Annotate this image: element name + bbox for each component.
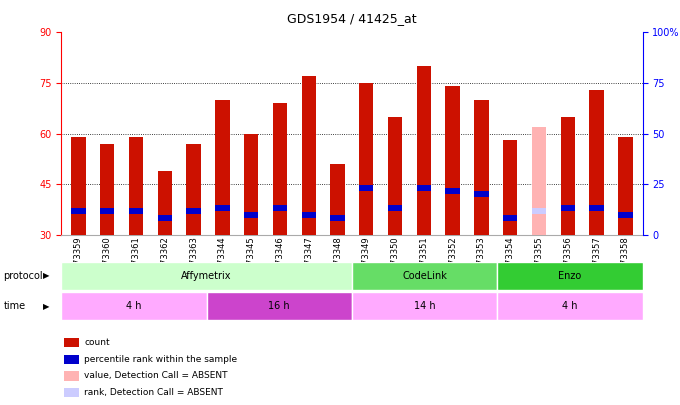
Bar bbox=[61, 262, 352, 290]
Bar bbox=[215, 100, 230, 235]
Bar bbox=[497, 292, 643, 320]
Text: GDS1954 / 41425_at: GDS1954 / 41425_at bbox=[287, 12, 417, 25]
Bar bbox=[330, 164, 345, 235]
Bar bbox=[158, 215, 172, 221]
Bar bbox=[417, 66, 431, 235]
Bar bbox=[445, 86, 460, 235]
Bar bbox=[388, 117, 403, 235]
Bar bbox=[503, 215, 517, 221]
Text: CodeLink: CodeLink bbox=[402, 271, 447, 281]
Bar bbox=[129, 137, 143, 235]
Bar bbox=[417, 185, 431, 191]
Bar bbox=[532, 127, 546, 235]
Text: 14 h: 14 h bbox=[413, 301, 435, 311]
Bar bbox=[352, 262, 497, 290]
Bar bbox=[497, 262, 643, 290]
Text: 4 h: 4 h bbox=[562, 301, 578, 311]
Bar bbox=[532, 208, 546, 214]
Bar bbox=[352, 292, 497, 320]
Bar bbox=[186, 208, 201, 214]
Bar bbox=[618, 137, 632, 235]
Text: count: count bbox=[84, 338, 110, 347]
Bar bbox=[301, 76, 316, 235]
Bar bbox=[359, 185, 373, 191]
Bar bbox=[590, 90, 604, 235]
Bar bbox=[244, 211, 258, 218]
Bar bbox=[560, 117, 575, 235]
Text: Enzo: Enzo bbox=[558, 271, 581, 281]
Text: 4 h: 4 h bbox=[126, 301, 141, 311]
Bar bbox=[129, 208, 143, 214]
Bar bbox=[158, 171, 172, 235]
Bar bbox=[618, 211, 632, 218]
Bar bbox=[301, 211, 316, 218]
Text: ▶: ▶ bbox=[43, 271, 50, 280]
Bar bbox=[64, 388, 79, 397]
Bar bbox=[207, 292, 352, 320]
Bar bbox=[590, 205, 604, 211]
Bar bbox=[445, 188, 460, 194]
Bar bbox=[273, 205, 287, 211]
Text: rank, Detection Call = ABSENT: rank, Detection Call = ABSENT bbox=[84, 388, 223, 397]
Bar bbox=[215, 205, 230, 211]
Bar bbox=[273, 103, 287, 235]
Bar bbox=[560, 205, 575, 211]
Bar bbox=[71, 137, 86, 235]
Text: percentile rank within the sample: percentile rank within the sample bbox=[84, 355, 237, 364]
Bar bbox=[503, 141, 517, 235]
Bar bbox=[474, 100, 489, 235]
Bar bbox=[61, 292, 207, 320]
Bar bbox=[64, 371, 79, 381]
Text: protocol: protocol bbox=[3, 271, 43, 281]
Text: Affymetrix: Affymetrix bbox=[182, 271, 232, 281]
Bar bbox=[359, 83, 373, 235]
Bar bbox=[100, 144, 114, 235]
Bar bbox=[244, 134, 258, 235]
Text: ▶: ▶ bbox=[43, 302, 50, 311]
Text: 16 h: 16 h bbox=[269, 301, 290, 311]
Bar bbox=[64, 338, 79, 347]
Bar bbox=[71, 208, 86, 214]
Text: time: time bbox=[3, 301, 26, 311]
Bar bbox=[388, 205, 403, 211]
Bar bbox=[474, 192, 489, 198]
Bar bbox=[64, 354, 79, 364]
Bar bbox=[186, 144, 201, 235]
Text: value, Detection Call = ABSENT: value, Detection Call = ABSENT bbox=[84, 371, 228, 380]
Bar bbox=[100, 208, 114, 214]
Bar bbox=[330, 215, 345, 221]
